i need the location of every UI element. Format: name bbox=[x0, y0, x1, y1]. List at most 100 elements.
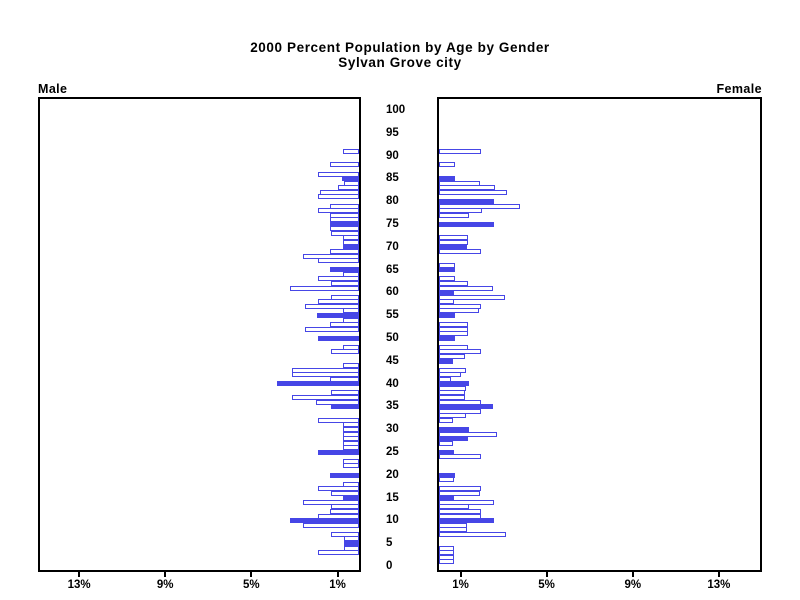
female-axis-tick-label-5%: 5% bbox=[538, 579, 555, 591]
male-bar-age-70 bbox=[343, 244, 359, 250]
female-axis-label: Female bbox=[716, 82, 762, 96]
male-bar-age-59 bbox=[331, 294, 359, 300]
male-bar-age-37 bbox=[292, 395, 359, 400]
female-bar-age-39 bbox=[439, 385, 466, 391]
age-tick-label-0: 0 bbox=[386, 560, 393, 572]
male-bar-age-13 bbox=[331, 504, 359, 510]
male-axis-label: Male bbox=[38, 82, 68, 96]
age-tick-label-30: 30 bbox=[386, 423, 399, 436]
age-tick-label-40: 40 bbox=[386, 377, 399, 390]
male-bar-age-91 bbox=[343, 148, 359, 154]
female-bar-age-56 bbox=[439, 308, 479, 314]
female-bar-age-8 bbox=[439, 527, 467, 533]
male-axis-tick-13% bbox=[78, 572, 81, 577]
female-bar-age-2 bbox=[439, 554, 455, 560]
male-bar-age-32 bbox=[318, 417, 359, 423]
male-bar-age-17 bbox=[318, 486, 359, 492]
male-bar-age-43 bbox=[292, 367, 359, 373]
female-bar-age-71 bbox=[439, 239, 469, 245]
female-bar-age-1 bbox=[439, 559, 455, 565]
male-bar-age-65 bbox=[329, 267, 359, 273]
female-axis-tick-label-9%: 9% bbox=[624, 579, 642, 591]
male-bar-age-79 bbox=[329, 203, 359, 209]
female-bar-age-10 bbox=[439, 518, 494, 524]
age-tick-label-15: 15 bbox=[386, 491, 399, 504]
male-bar-age-14 bbox=[303, 499, 359, 505]
female-bar-age-60 bbox=[439, 290, 455, 296]
male-bar-age-58 bbox=[318, 299, 359, 305]
female-bar-age-40 bbox=[439, 381, 470, 387]
male-bar-age-71 bbox=[343, 239, 359, 245]
female-bar-age-75 bbox=[439, 221, 494, 227]
male-bar-age-10 bbox=[290, 518, 359, 524]
male-bar-age-68 bbox=[303, 253, 359, 259]
female-bar-age-17 bbox=[439, 486, 481, 492]
male-bar-age-56 bbox=[343, 308, 359, 314]
male-bar-age-67 bbox=[318, 258, 359, 264]
female-bar-age-12 bbox=[439, 509, 481, 514]
male-bar-age-6 bbox=[343, 536, 359, 542]
male-bar-age-84 bbox=[343, 180, 359, 186]
female-bar-age-57 bbox=[439, 303, 481, 309]
male-bar-age-77 bbox=[329, 212, 359, 218]
female-bar-age-28 bbox=[439, 436, 469, 441]
male-bar-age-88 bbox=[329, 162, 359, 168]
age-tick-label-50: 50 bbox=[386, 332, 399, 344]
female-bar-age-65 bbox=[439, 267, 455, 273]
male-bar-age-20 bbox=[329, 472, 359, 478]
male-bar-age-36 bbox=[315, 399, 359, 405]
male-bar-age-76 bbox=[329, 217, 359, 223]
female-bar-age-32 bbox=[439, 417, 453, 423]
female-bar-age-84 bbox=[439, 180, 480, 186]
male-bar-age-61 bbox=[290, 285, 359, 291]
female-bar-age-45 bbox=[439, 358, 453, 364]
male-bar-age-63 bbox=[318, 276, 359, 282]
male-bar-age-18 bbox=[343, 481, 359, 487]
male-bar-age-82 bbox=[320, 189, 359, 195]
age-tick-label-85: 85 bbox=[386, 172, 399, 185]
female-bar-age-58 bbox=[439, 299, 455, 305]
female-bar-age-63 bbox=[439, 276, 455, 282]
female-bar-age-70 bbox=[439, 244, 467, 250]
female-bar-age-82 bbox=[439, 189, 507, 195]
male-axis-tick-5% bbox=[250, 572, 253, 577]
male-axis-tick-1% bbox=[336, 572, 339, 577]
male-bar-age-55 bbox=[317, 312, 359, 318]
age-tick-label-90: 90 bbox=[386, 149, 399, 162]
female-bar-age-34 bbox=[439, 408, 481, 414]
male-bar-age-86 bbox=[318, 171, 359, 177]
female-bar-age-37 bbox=[439, 395, 465, 400]
age-tick-label-80: 80 bbox=[386, 195, 399, 208]
male-bar-age-7 bbox=[331, 531, 359, 537]
male-bar-age-29 bbox=[343, 431, 359, 437]
female-panel bbox=[437, 97, 762, 572]
female-bar-age-16 bbox=[439, 490, 480, 496]
female-bar-age-20 bbox=[439, 472, 455, 478]
female-bar-age-29 bbox=[439, 431, 498, 437]
female-axis-tick-1% bbox=[459, 572, 462, 577]
male-bar-age-3 bbox=[318, 550, 359, 555]
age-tick-label-35: 35 bbox=[386, 400, 399, 413]
male-bar-age-54 bbox=[343, 317, 359, 323]
male-bar-age-78 bbox=[318, 208, 359, 213]
male-bar-age-9 bbox=[303, 522, 359, 528]
female-axis-tick-5% bbox=[545, 572, 548, 577]
male-axis-tick-label-13%: 13% bbox=[67, 579, 91, 591]
age-tick-label-65: 65 bbox=[386, 263, 399, 276]
male-bar-age-69 bbox=[329, 249, 359, 255]
female-bar-age-9 bbox=[439, 522, 467, 528]
male-panel bbox=[38, 97, 361, 572]
chart-title-line2: Sylvan Grove city bbox=[338, 55, 462, 70]
male-bar-age-50 bbox=[318, 335, 359, 341]
male-bar-age-44 bbox=[343, 363, 359, 369]
female-bar-age-53 bbox=[439, 322, 469, 327]
female-bar-age-11 bbox=[439, 513, 481, 519]
female-bar-age-91 bbox=[439, 148, 481, 154]
female-bar-age-46 bbox=[439, 353, 465, 359]
female-bar-age-51 bbox=[439, 331, 469, 337]
male-axis-tick-label-9%: 9% bbox=[156, 579, 174, 591]
male-bar-age-15 bbox=[343, 495, 359, 501]
male-bar-age-83 bbox=[337, 185, 359, 191]
male-bar-age-72 bbox=[343, 235, 359, 241]
